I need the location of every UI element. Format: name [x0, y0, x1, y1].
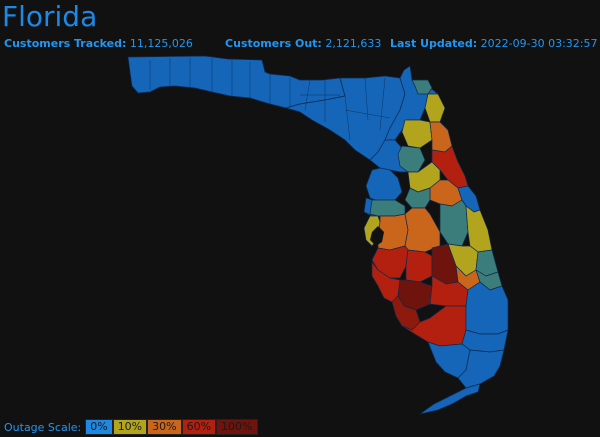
legend-swatch-30: 30%	[147, 419, 182, 435]
county-region-manatee-red[interactable]	[371, 245, 409, 279]
last-updated-stat: Last Updated: 2022-09-30 03:32:57 PM	[390, 37, 600, 51]
outage-scale-legend: Outage Scale: 0% 10% 30% 60% 100%	[4, 419, 258, 435]
county-region-stjohns-orange[interactable]	[429, 121, 453, 153]
county-region-brevard-yellow[interactable]	[465, 205, 493, 253]
county-region-hernando-teal[interactable]	[369, 199, 406, 217]
customers-out-value: 2,121,633	[325, 37, 382, 50]
tampa-bay-water	[370, 226, 384, 246]
customers-tracked-label: Customers Tracked:	[4, 37, 127, 50]
county-region-nature-coast[interactable]	[365, 167, 403, 203]
county-region-panhandle-west[interactable]	[127, 55, 346, 109]
county-region-keys-blue[interactable]	[419, 383, 481, 415]
legend-swatch-0: 0%	[85, 419, 113, 435]
last-updated-label: Last Updated:	[390, 37, 478, 50]
county-region-polk-orange[interactable]	[404, 207, 441, 253]
last-updated-value: 2022-09-30 03:32:57 PM	[480, 37, 600, 50]
legend-swatch-60: 60%	[181, 419, 217, 435]
legend-swatch-10: 10%	[112, 419, 148, 435]
county-region-north-east-blue[interactable]	[384, 65, 439, 141]
customers-tracked-value: 11,125,026	[129, 37, 193, 50]
legend-swatch-100: 100%	[216, 419, 258, 435]
county-region-miami-dade-blue[interactable]	[457, 349, 505, 389]
county-region-orange-teal[interactable]	[439, 199, 469, 247]
legend-label: Outage Scale:	[4, 420, 82, 434]
county-region-palm-beach-blue[interactable]	[465, 281, 509, 335]
county-region-duval-yellow[interactable]	[424, 93, 446, 123]
customers-out-label: Customers Out:	[225, 37, 322, 50]
page-title: Florida	[2, 0, 98, 33]
county-region-volusia-teal[interactable]	[404, 187, 431, 209]
florida-county-map[interactable]	[0, 52, 600, 417]
county-border-lines	[149, 58, 391, 141]
customers-out-stat: Customers Out: 2,121,633	[225, 37, 381, 51]
customers-tracked-stat: Customers Tracked: 11,125,026	[4, 37, 193, 51]
county-region-hardee-red[interactable]	[405, 249, 433, 283]
county-region-clay-yellow[interactable]	[401, 119, 433, 149]
